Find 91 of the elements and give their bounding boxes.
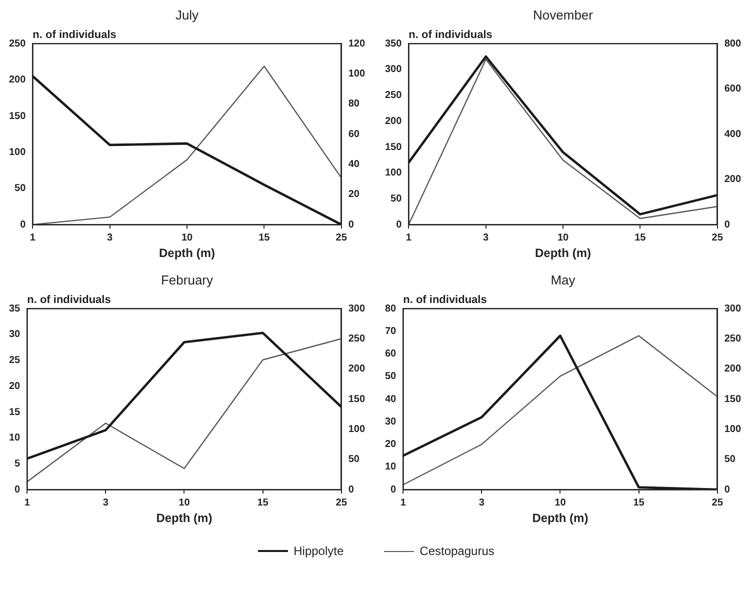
y2-tick-label: 200 [724, 364, 742, 375]
y-tick-label: 0 [390, 484, 397, 496]
y2-tick-label: 50 [724, 454, 736, 466]
chart-title: May [550, 272, 576, 288]
y-tick-label: 0 [14, 484, 21, 496]
chart-title: July [175, 7, 200, 22]
chart-title: February [160, 272, 214, 288]
y-tick-label: 10 [385, 462, 397, 473]
x-tick-label: 15 [633, 497, 645, 508]
y2-tick-label: 0 [724, 484, 730, 496]
y2-tick-label: 600 [724, 84, 742, 95]
y2-tick-label: 120 [348, 38, 366, 50]
y2-tick-label: 250 [348, 334, 366, 345]
y2-tick-label: 0 [724, 219, 730, 230]
y2-tick-label: 100 [724, 424, 742, 436]
y-tick-label: 30 [385, 416, 397, 428]
y-tick-label: 20 [9, 380, 21, 392]
y-axis-title: n. of individuals [403, 294, 487, 306]
y2-tick-label: 800 [724, 38, 742, 50]
y2-tick-label: 0 [348, 219, 354, 230]
chart-title: November [533, 7, 594, 22]
y-tick-label: 70 [385, 326, 397, 337]
x-tick-label: 3 [478, 497, 485, 508]
y-tick-label: 40 [385, 394, 397, 405]
x-tick-label: 25 [712, 232, 724, 244]
x-tick-label: 15 [634, 232, 646, 244]
y-tick-label: 350 [384, 38, 402, 50]
y-tick-label: 50 [385, 371, 397, 382]
y2-tick-label: 20 [348, 189, 360, 200]
y-tick-label: 30 [9, 329, 21, 340]
x-tick-label: 1 [24, 497, 30, 508]
x-tick-label: 10 [181, 232, 193, 244]
y-tick-label: 80 [385, 303, 397, 314]
y2-tick-label: 100 [348, 68, 366, 80]
x-tick-label: 3 [107, 232, 114, 244]
x-tick-label: 10 [178, 497, 190, 508]
legend-label: Cestopagurus [420, 544, 494, 558]
y2-tick-label: 40 [348, 159, 360, 170]
y-tick-label: 150 [8, 110, 26, 122]
y-tick-label: 60 [385, 348, 397, 360]
x-axis-title: Depth (m) [532, 511, 588, 526]
x-tick-label: 25 [712, 497, 724, 508]
legend-label: Hippolyte [294, 544, 344, 558]
y-tick-label: 10 [9, 432, 21, 444]
y2-tick-label: 300 [348, 303, 366, 314]
x-tick-label: 25 [336, 497, 348, 508]
x-axis-title: Depth (m) [535, 246, 591, 260]
y2-tick-label: 100 [348, 424, 366, 436]
y-tick-label: 250 [384, 90, 402, 102]
y-tick-label: 15 [9, 406, 21, 418]
y2-tick-label: 200 [724, 174, 742, 186]
y2-tick-label: 400 [724, 128, 742, 140]
y-tick-label: 0 [20, 219, 26, 230]
y-tick-label: 250 [8, 38, 26, 50]
y2-tick-label: 150 [348, 394, 366, 405]
y-axis-title: n. of individuals [32, 29, 116, 42]
y-tick-label: 100 [384, 168, 402, 179]
y2-tick-label: 0 [348, 484, 354, 496]
x-tick-label: 15 [258, 232, 270, 244]
y-tick-label: 20 [385, 439, 397, 450]
x-axis-title: Depth (m) [159, 246, 215, 260]
y-tick-label: 25 [9, 355, 21, 366]
y-tick-label: 300 [384, 64, 402, 76]
y-tick-label: 50 [390, 193, 402, 204]
y-tick-label: 150 [384, 142, 402, 153]
y-tick-label: 5 [14, 458, 21, 470]
y2-tick-label: 60 [348, 128, 360, 140]
y-tick-label: 200 [384, 116, 402, 127]
y-tick-label: 0 [396, 219, 402, 230]
x-tick-label: 3 [102, 497, 109, 508]
x-tick-label: 3 [483, 232, 490, 244]
y-tick-label: 35 [9, 303, 21, 314]
x-tick-label: 10 [557, 232, 569, 244]
y2-tick-label: 300 [724, 303, 742, 314]
x-axis-title: Depth (m) [156, 511, 212, 526]
x-tick-label: 1 [400, 497, 406, 508]
y2-tick-label: 250 [724, 334, 742, 345]
y-tick-label: 50 [14, 183, 26, 194]
y-axis-title: n. of individuals [408, 29, 492, 42]
x-tick-label: 1 [30, 232, 36, 244]
y2-tick-label: 80 [348, 98, 360, 110]
x-tick-label: 25 [336, 232, 348, 244]
y2-tick-label: 200 [348, 364, 366, 375]
y-tick-label: 200 [8, 74, 26, 86]
y2-tick-label: 50 [348, 454, 360, 466]
x-tick-label: 1 [406, 232, 412, 244]
y2-tick-label: 150 [724, 394, 742, 405]
x-tick-label: 10 [554, 497, 566, 508]
x-tick-label: 15 [257, 497, 269, 508]
y-tick-label: 100 [8, 146, 26, 158]
y-axis-title: n. of individuals [27, 294, 111, 306]
